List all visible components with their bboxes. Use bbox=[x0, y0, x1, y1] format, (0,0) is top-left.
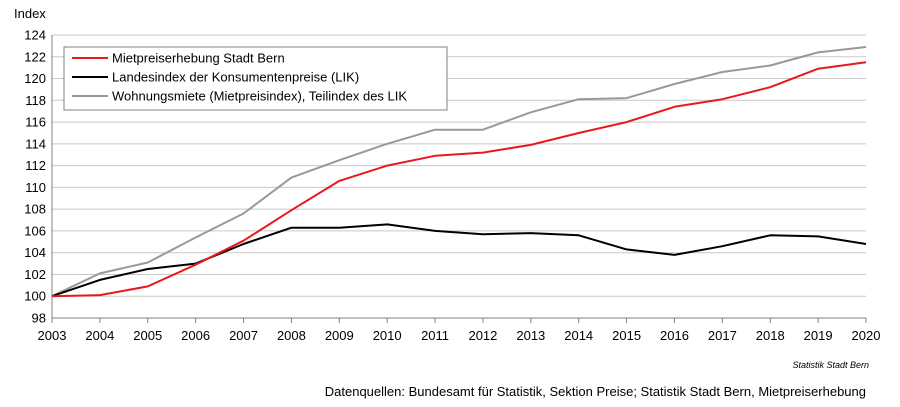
x-tick-label: 2003 bbox=[38, 328, 67, 343]
series-lines bbox=[51, 46, 867, 298]
x-tick-label: 2013 bbox=[516, 328, 545, 343]
x-tick-label: 2008 bbox=[277, 328, 306, 343]
legend-entry-label: Landesindex der Konsumentenpreise (LIK) bbox=[112, 70, 359, 85]
x-tick-label: 2011 bbox=[421, 328, 449, 343]
y-tick-label: 104 bbox=[24, 245, 46, 260]
y-tick-label: 122 bbox=[24, 49, 46, 64]
x-tick-label: 2006 bbox=[181, 328, 210, 343]
y-tick-label: 110 bbox=[25, 180, 46, 195]
y-axis-title: Index bbox=[14, 6, 46, 21]
axes bbox=[51, 35, 866, 319]
data-sources-note: Datenquellen: Bundesamt für Statistik, S… bbox=[324, 384, 866, 399]
y-tick-label: 120 bbox=[24, 71, 46, 86]
y-tick-label: 106 bbox=[24, 223, 46, 238]
y-tick-label: 124 bbox=[24, 28, 46, 43]
y-tick-labels: 98 100 102 104 106 108 110 112 114 116 118 120 122 12… bbox=[24, 28, 46, 326]
x-tick-label: 2009 bbox=[325, 328, 354, 343]
legend-entry-label: Mietpreiserhebung Stadt Bern bbox=[112, 51, 285, 66]
series-line-3 bbox=[51, 46, 867, 298]
legend: Mietpreiserhebung Stadt Bern Landesindex … bbox=[63, 46, 448, 111]
legend-box bbox=[63, 46, 448, 111]
y-tick-label: 114 bbox=[25, 136, 46, 151]
legend-entry-label: Wohnungsmiete (Mietpreisindex), Teilinde… bbox=[112, 89, 407, 104]
x-tick-labels: 2003 2004 2005 2006 2007 2008 2009 2010 2011 2012… bbox=[38, 318, 881, 343]
y-tick-label: 108 bbox=[24, 202, 46, 217]
x-tick-label: 2007 bbox=[229, 328, 258, 343]
x-tick-label: 2014 bbox=[564, 328, 593, 343]
x-tick-label: 2017 bbox=[708, 328, 737, 343]
y-tick-label: 116 bbox=[25, 115, 46, 130]
x-tick-label: 2012 bbox=[468, 328, 497, 343]
chart-credit: Statistik Stadt Bern bbox=[792, 360, 869, 370]
y-tick-label: 100 bbox=[24, 289, 46, 304]
y-tick-label: 112 bbox=[25, 158, 46, 173]
x-tick-label: 2015 bbox=[612, 328, 641, 343]
y-tick-label: 118 bbox=[25, 93, 46, 108]
y-tick-label: 102 bbox=[24, 267, 46, 282]
series-line-2 bbox=[51, 223, 867, 298]
x-tick-label: 2018 bbox=[756, 328, 785, 343]
x-tick-label: 2019 bbox=[804, 328, 833, 343]
x-tick-label: 2020 bbox=[852, 328, 881, 343]
y-tick-label: 98 bbox=[32, 311, 46, 326]
series-line-1 bbox=[51, 61, 867, 298]
x-tick-label: 2005 bbox=[133, 328, 162, 343]
x-tick-label: 2010 bbox=[373, 328, 402, 343]
x-tick-label: 2004 bbox=[85, 328, 114, 343]
x-tick-label: 2016 bbox=[660, 328, 689, 343]
